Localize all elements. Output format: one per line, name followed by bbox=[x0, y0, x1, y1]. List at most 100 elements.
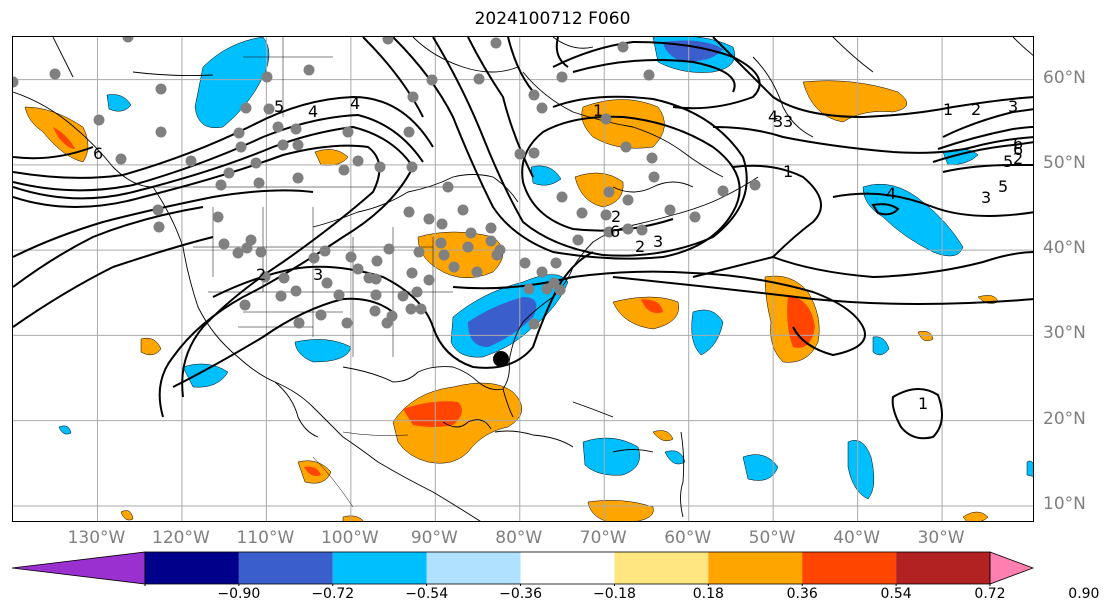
station-dot bbox=[93, 114, 105, 126]
station-dot bbox=[403, 206, 415, 218]
map-title: 2024100712 F060 bbox=[474, 9, 631, 29]
shaded-anomaly-regions bbox=[24, 37, 1033, 521]
station-dot bbox=[153, 221, 165, 233]
station-dot bbox=[491, 249, 503, 261]
station-dot bbox=[423, 274, 435, 286]
contour-label: 2 bbox=[256, 265, 266, 284]
station-dot bbox=[115, 153, 127, 165]
station-dot bbox=[155, 126, 167, 138]
station-dot bbox=[664, 204, 676, 216]
station-dot bbox=[255, 246, 267, 258]
colorbar-bin bbox=[614, 552, 709, 584]
contour-label: 3 bbox=[773, 112, 783, 131]
colorbar-tick-label: −0.36 bbox=[499, 586, 542, 602]
colorbar-bin bbox=[708, 552, 803, 584]
contour-label: 5 bbox=[1003, 152, 1013, 171]
station-dot bbox=[442, 181, 454, 193]
station-dot bbox=[235, 141, 247, 153]
station-dot bbox=[600, 113, 612, 125]
station-dot bbox=[185, 155, 197, 167]
longitude-label: 130°W bbox=[67, 528, 126, 548]
colorbar-bin bbox=[802, 552, 897, 584]
contour-label: 4 bbox=[308, 102, 318, 121]
station-dot bbox=[643, 69, 655, 81]
station-dot bbox=[240, 102, 252, 114]
station-dot bbox=[514, 148, 526, 160]
station-dot bbox=[261, 71, 273, 83]
station-dot bbox=[232, 247, 244, 259]
colorbar-bin bbox=[145, 552, 239, 584]
latitude-label: 30°N bbox=[1043, 323, 1086, 344]
station-dot bbox=[617, 41, 629, 53]
colorbar-frame bbox=[144, 551, 991, 585]
station-dots bbox=[13, 37, 761, 330]
station-dot bbox=[342, 126, 354, 138]
station-dot bbox=[369, 305, 381, 317]
contour-label: 6 bbox=[93, 144, 103, 163]
station-dot bbox=[457, 204, 469, 216]
station-dot bbox=[315, 309, 327, 321]
latitude-label: 20°N bbox=[1043, 408, 1086, 429]
station-dot bbox=[374, 161, 386, 173]
longitude-label: 80°W bbox=[495, 528, 543, 548]
colorbar-tick-label: −0.54 bbox=[405, 586, 449, 602]
station-dot bbox=[308, 252, 320, 264]
station-dot bbox=[292, 139, 304, 151]
station-dot bbox=[471, 266, 483, 278]
storm-marker bbox=[493, 351, 509, 367]
latitude-label: 50°N bbox=[1043, 152, 1086, 173]
contour-label: 3 bbox=[313, 265, 323, 284]
station-dot bbox=[528, 318, 540, 330]
station-dot bbox=[556, 71, 568, 83]
colorbar-bin bbox=[238, 552, 333, 584]
contour-label: 3 bbox=[653, 232, 663, 251]
station-dot bbox=[435, 237, 447, 249]
station-dot bbox=[223, 167, 235, 179]
station-dot bbox=[233, 127, 245, 139]
colorbar-under-arrow bbox=[11, 551, 146, 585]
station-dot bbox=[277, 139, 289, 151]
station-dot bbox=[576, 207, 588, 219]
station-dot bbox=[250, 157, 262, 169]
colorbar-bin bbox=[520, 552, 615, 584]
contour-label: 3 bbox=[981, 188, 991, 207]
station-dot bbox=[263, 103, 275, 115]
station-dot bbox=[528, 147, 540, 159]
colorbar-tick-label: 0.54 bbox=[880, 586, 912, 602]
station-dot bbox=[436, 218, 448, 230]
longitude-label: 60°W bbox=[664, 528, 712, 548]
station-dot bbox=[371, 255, 383, 267]
station-dot bbox=[622, 223, 634, 235]
contour-label: 5 bbox=[274, 97, 284, 116]
station-dot bbox=[603, 226, 615, 238]
longitude-label: 50°W bbox=[748, 528, 796, 548]
station-dot bbox=[152, 204, 164, 216]
colorbar-bin bbox=[426, 552, 521, 584]
station-dot bbox=[717, 185, 729, 197]
station-dot bbox=[245, 234, 257, 246]
contour-label: 2 bbox=[1013, 149, 1023, 168]
station-dot bbox=[352, 263, 364, 275]
contour-label: 4 bbox=[350, 94, 360, 113]
contour-lines bbox=[13, 37, 1033, 440]
station-dot bbox=[462, 241, 474, 253]
station-dot bbox=[352, 155, 364, 167]
station-dot bbox=[218, 238, 230, 250]
station-dot bbox=[536, 266, 548, 278]
station-dot bbox=[49, 68, 61, 80]
contour-label: 2 bbox=[635, 237, 645, 256]
station-dot bbox=[278, 272, 290, 284]
colorbar-tick-label: 0.72 bbox=[974, 586, 1006, 602]
station-dot bbox=[397, 290, 409, 302]
contour-label: 4 bbox=[768, 107, 778, 126]
latitude-label: 60°N bbox=[1043, 67, 1086, 88]
station-dot bbox=[415, 303, 427, 315]
contour-label: 1 bbox=[593, 101, 603, 120]
station-dot bbox=[406, 267, 418, 279]
station-dot bbox=[370, 273, 382, 285]
station-dot bbox=[275, 290, 287, 302]
contour-label: 6 bbox=[1013, 140, 1023, 159]
